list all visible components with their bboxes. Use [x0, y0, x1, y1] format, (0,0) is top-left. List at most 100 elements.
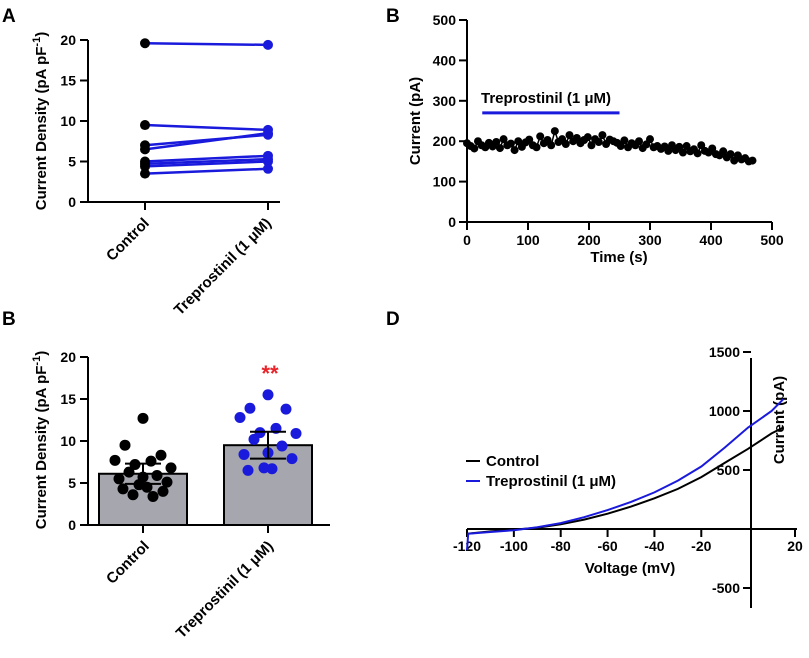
panel-d-x-tick-label: -40 [644, 538, 664, 554]
panel-b-x-tick-label: 100 [516, 232, 540, 248]
panel-c-data-point [242, 464, 254, 476]
panel-b-x-axis-title: Time (s) [590, 249, 647, 266]
panel-d: D -120 -100 -80 -60 -40 -20 20 -50050010001500… [386, 309, 803, 608]
legend-label-control: Control [486, 453, 539, 470]
panel-d-y-tick-label: 1500 [709, 344, 740, 360]
panel-b-y-tick-label: 200 [433, 133, 457, 149]
panel-c: B 0 5 10 15 20 Current Density (pA pF-1) Con… [2, 309, 330, 642]
panel-a-pair-line [144, 154, 269, 163]
panel-a-pair-line [144, 167, 269, 175]
panel-c-data-point [262, 389, 274, 401]
panel-b-x-tick-label: 0 [463, 232, 471, 248]
panel-a-pair-line [144, 157, 269, 166]
panel-c-significance-marker: ** [261, 361, 279, 386]
panel-a-y-tick-label: 10 [60, 113, 76, 129]
panel-c-data-point [165, 462, 177, 474]
panel-d-x-tick-label: -60 [597, 538, 617, 554]
panel-b-y-tick-label: 300 [433, 93, 457, 109]
panel-b-data-point [598, 131, 607, 140]
panel-b-data-point [532, 143, 541, 152]
panel-b-data-points [463, 127, 757, 166]
panel-c-y-tick-label: 10 [60, 433, 76, 449]
panel-a-control-point [140, 38, 150, 49]
panel-d-series-treprostinil [466, 398, 785, 551]
panel-a-control-point [140, 161, 150, 172]
panel-b-data-point [587, 141, 596, 150]
panel-b-data-point [675, 142, 684, 151]
panel-d-x-tick-label: -80 [551, 538, 571, 554]
panel-c-data-point [123, 466, 135, 478]
panel-b-data-point [470, 144, 479, 153]
panel-b-y-axis-title: Current (pA) [407, 77, 424, 165]
panel-c-y-tick-label: 15 [60, 391, 76, 407]
panel-b-data-point [510, 146, 519, 155]
panel-d-y-axis-title: Current (pA) [771, 376, 788, 464]
panel-d-x-tick-label: -100 [500, 538, 528, 554]
panel-c-data-point [109, 454, 121, 466]
panel-c-data-point [113, 473, 125, 485]
panel-b-data-point [525, 135, 534, 144]
panel-b-data-point [550, 127, 559, 136]
panel-letter-a: A [2, 6, 16, 27]
panel-b-data-point [719, 147, 728, 156]
panel-a-y-tick-label: 0 [68, 194, 76, 210]
panel-b-data-point [594, 138, 603, 147]
panel-c-data-point [127, 489, 139, 501]
panel-a-control-point [140, 168, 150, 179]
panel-b-data-point [495, 144, 504, 153]
panel-a-pair-line [144, 160, 269, 168]
panel-a-pair-line [144, 131, 269, 151]
panel-c-data-point [266, 463, 278, 475]
panel-b-treatment-label: Treprostinil (1 μM) [481, 90, 611, 107]
panel-a-treprostinil-point [263, 128, 273, 139]
panel-b-data-point [635, 137, 644, 146]
legend-label-treprostinil: Treprostinil (1 μM) [486, 473, 616, 490]
panel-a-y-axis-title: Current Density (pA pF-1) [31, 32, 50, 210]
panel-b-data-point [583, 133, 592, 142]
panel-b-data-point [499, 135, 508, 144]
panel-d-series [466, 398, 785, 551]
panel-a-pair-line [144, 123, 269, 132]
panel-letter-b: B [386, 6, 400, 27]
panel-c-category-treprostinil: Treprostinil (1 μM) [173, 538, 277, 642]
panel-d-x-axis-title: Voltage (mV) [585, 560, 676, 577]
panel-c-data-point [117, 483, 129, 495]
panel-c-data-point [145, 455, 157, 467]
panel-b-data-point [616, 142, 625, 151]
panel-b-x-tick-label: 300 [638, 232, 662, 248]
panel-c-data-point [147, 490, 159, 502]
panel-c-data [98, 389, 313, 527]
panel-d-y-tick-label: 1000 [709, 403, 740, 419]
panel-c-data-point [238, 448, 250, 460]
panel-a-y-tick-label: 15 [60, 73, 76, 89]
panel-b-x-tick-label: 200 [577, 232, 601, 248]
panel-a-data [140, 38, 273, 179]
panel-letter-b-bottom: B [2, 309, 16, 330]
panel-b-data-point [506, 139, 515, 148]
panel-c-category-control: Control [103, 538, 153, 588]
panel-b-data-point [697, 141, 706, 150]
panel-c-data-point [234, 411, 246, 423]
panel-b-data-point [547, 141, 556, 150]
panel-d-x-tick-label: -20 [691, 538, 711, 554]
panel-c-y-tick-label: 0 [68, 517, 76, 533]
panel-b-data-point [492, 138, 501, 147]
panel-b-y-tick-label: 0 [448, 214, 456, 230]
panel-b-data-point [726, 150, 735, 159]
panel-c-data-point [290, 427, 302, 439]
panel-c-y-ticks: 0 5 10 15 20 [60, 349, 88, 533]
panel-d-y-ticks: -500 500 1000 1500 [709, 344, 751, 596]
panel-c-y-axis-title: Current Density (pA pF-1) [31, 351, 50, 529]
panel-c-data-point [258, 462, 270, 474]
panel-a-pair-line [144, 41, 269, 47]
panel-d-y-tick-label: -500 [712, 580, 740, 596]
panel-b-data-point [664, 146, 673, 155]
panel-b-data-point [646, 135, 654, 144]
panel-b-x-ticks: 0 100 200 300 400 500 [463, 222, 784, 248]
panel-a-treprostinil-point [263, 156, 273, 167]
panel-d-legend: Control Treprostinil (1 μM) [466, 453, 616, 490]
panel-b-data-point [708, 144, 717, 153]
panel-b-data-point [620, 136, 629, 145]
panel-b-y-tick-label: 400 [433, 52, 457, 68]
